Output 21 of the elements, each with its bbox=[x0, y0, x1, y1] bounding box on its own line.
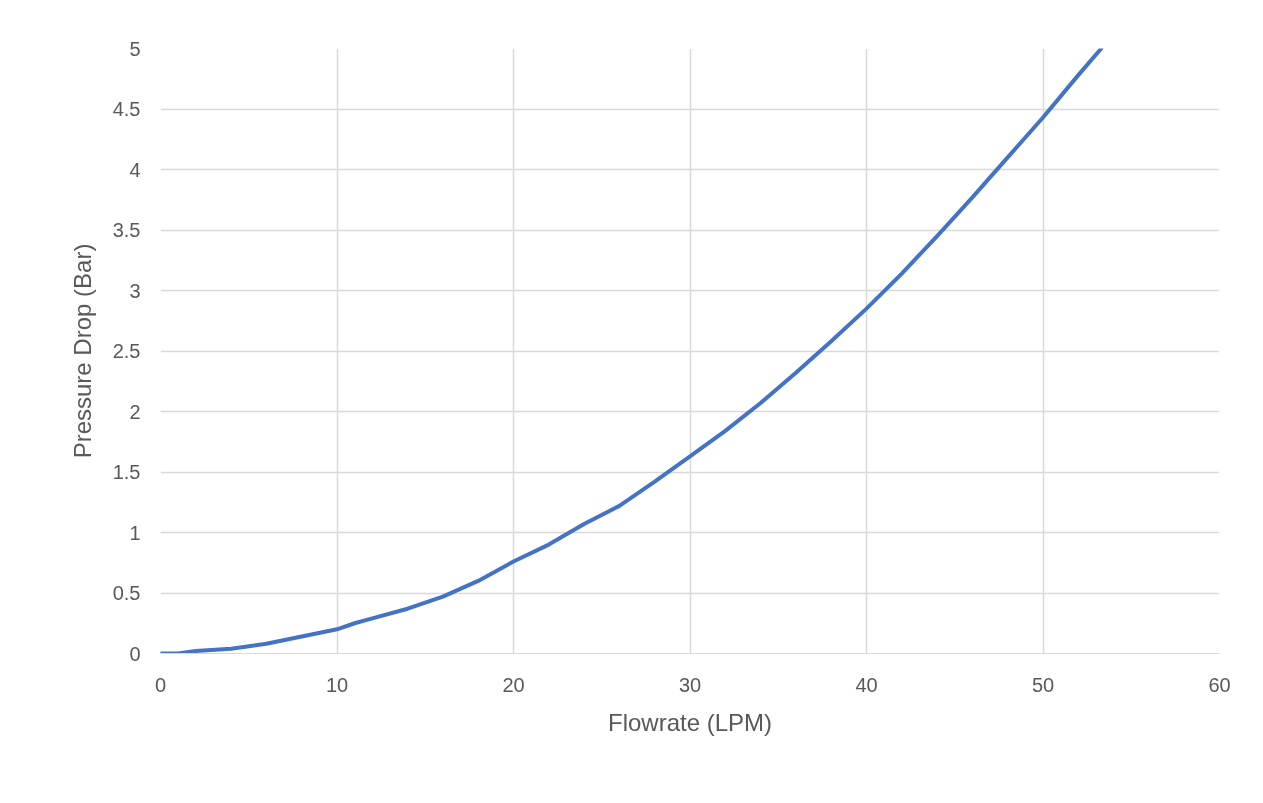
y-tick-label: 4.5 bbox=[112, 98, 141, 120]
y-tick-label: 2 bbox=[129, 400, 141, 423]
y-tick-label: 4 bbox=[129, 158, 141, 181]
y-tick-label: 0.5 bbox=[112, 582, 141, 604]
y-tick-label: 0 bbox=[129, 642, 141, 665]
y-axis-title: Pressure Drop (Bar) bbox=[68, 243, 96, 459]
line-series bbox=[160, 48, 1104, 654]
x-tick-label: 0 bbox=[154, 673, 167, 696]
x-tick-label: 20 bbox=[502, 673, 525, 696]
x-tick-label: 60 bbox=[1208, 673, 1231, 696]
x-tick-label: 40 bbox=[855, 673, 878, 696]
y-tick-label: 1.5 bbox=[112, 461, 141, 483]
y-tick-label: 5 bbox=[129, 37, 141, 60]
x-tick-label: 50 bbox=[1031, 673, 1055, 696]
y-tick-label: 2.5 bbox=[112, 340, 141, 362]
x-axis-title: Flowrate (LPM) bbox=[607, 708, 773, 736]
y-tick-label: 3.5 bbox=[112, 219, 141, 241]
x-tick-label: 30 bbox=[678, 673, 702, 696]
y-tick-label: 1 bbox=[129, 521, 141, 544]
y-tick-label: 3 bbox=[129, 279, 141, 302]
x-tick-label: 10 bbox=[325, 673, 349, 696]
